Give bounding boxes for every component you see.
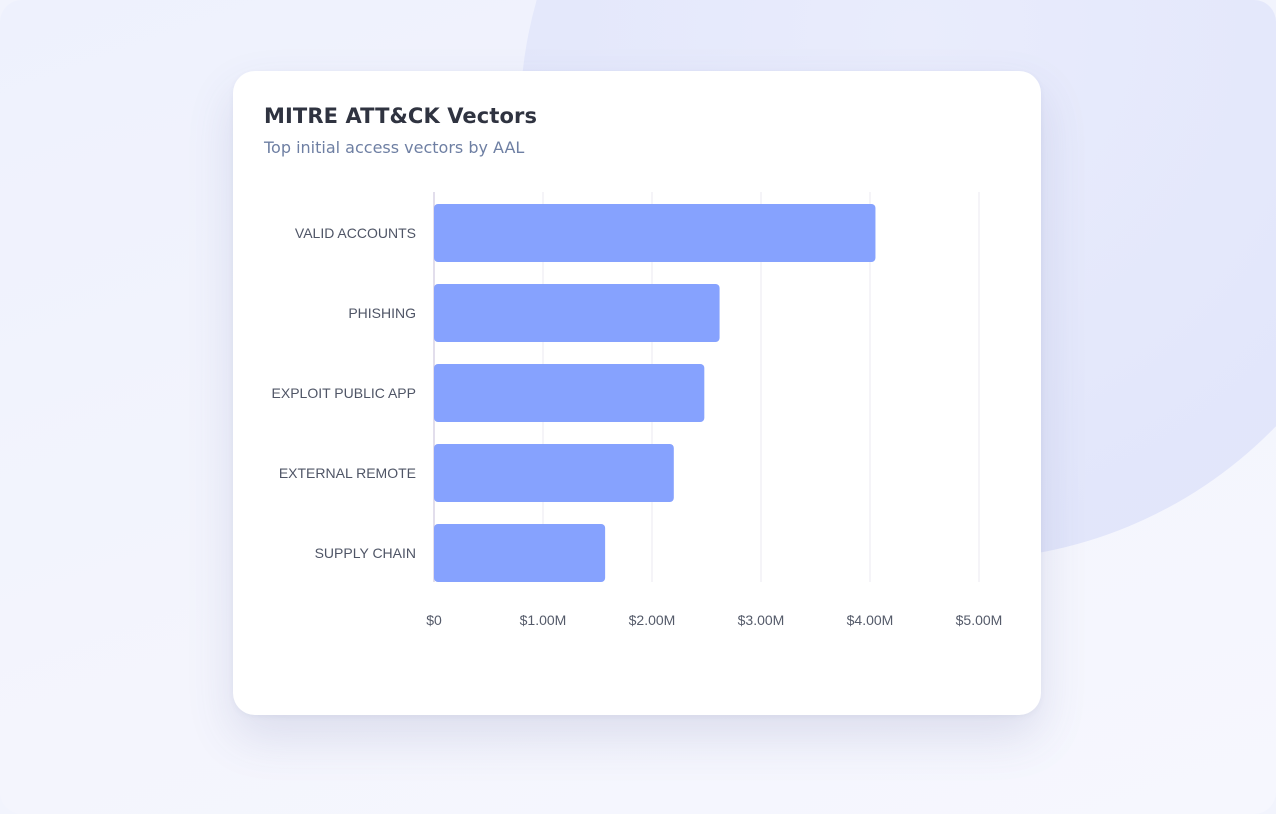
- card-subtitle: Top initial access vectors by AAL: [264, 138, 525, 157]
- x-tick-label: $0: [426, 612, 442, 628]
- bar: [434, 364, 705, 422]
- bar: [434, 524, 606, 582]
- bar: [434, 204, 876, 262]
- category-label: VALID ACCOUNTS: [295, 225, 416, 241]
- bar: [434, 444, 674, 502]
- category-labels: VALID ACCOUNTS PHISHING EXPLOIT PUBLIC APP…: [272, 225, 416, 561]
- x-tick-label: $2.00M: [629, 612, 676, 628]
- x-axis-ticks: $0 $1.00M $2.00M $3.00M $4.00M $5.00M: [426, 612, 1002, 628]
- x-tick-label: $1.00M: [520, 612, 567, 628]
- x-tick-label: $5.00M: [956, 612, 1003, 628]
- chart-card: MITRE ATT&CK Vectors Top initial access …: [233, 71, 1041, 715]
- category-label: EXPLOIT PUBLIC APP: [272, 385, 416, 401]
- category-label: EXTERNAL REMOTE: [279, 465, 416, 481]
- bar-chart: VALID ACCOUNTS PHISHING EXPLOIT PUBLIC APP…: [272, 192, 1002, 628]
- category-label: PHISHING: [348, 305, 416, 321]
- bars: [434, 204, 876, 582]
- category-label: SUPPLY CHAIN: [315, 545, 416, 561]
- bar: [434, 284, 720, 342]
- x-tick-label: $3.00M: [738, 612, 785, 628]
- card-title: MITRE ATT&CK Vectors: [264, 104, 538, 128]
- x-tick-label: $4.00M: [847, 612, 894, 628]
